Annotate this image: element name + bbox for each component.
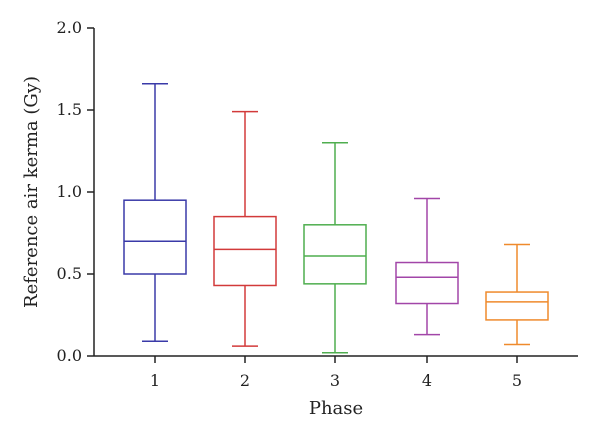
y-axis: 0.0 0.5 1.0 1.5 2.0 — [57, 18, 95, 365]
box-phase-1 — [123, 83, 187, 342]
x-tick-label: 5 — [512, 371, 522, 390]
y-axis-title: Reference air kerma (Gy) — [21, 76, 42, 308]
y-tick-label: 0.5 — [57, 264, 82, 283]
x-tick-label: 3 — [330, 371, 340, 390]
x-axis: 1 2 3 4 5 — [94, 355, 578, 390]
y-tick-label: 1.0 — [57, 182, 82, 201]
box-phase-5 — [485, 243, 549, 346]
x-tick-label: 2 — [240, 371, 250, 390]
y-tick-label: 1.5 — [57, 100, 82, 119]
box-phase-2 — [213, 110, 277, 347]
iqr-box — [303, 224, 367, 285]
iqr-box — [395, 261, 459, 305]
iqr-box — [213, 215, 277, 287]
x-axis-title: Phase — [309, 398, 363, 419]
x-tick-label: 4 — [422, 371, 432, 390]
box-phase-3 — [303, 142, 367, 354]
y-tick-label: 0.0 — [57, 346, 82, 365]
x-tick-label: 1 — [150, 371, 160, 390]
box-phase-4 — [395, 197, 459, 336]
iqr-box — [123, 199, 187, 275]
iqr-box — [485, 291, 549, 321]
y-tick-label: 2.0 — [57, 18, 82, 37]
boxes-layer — [123, 83, 549, 354]
